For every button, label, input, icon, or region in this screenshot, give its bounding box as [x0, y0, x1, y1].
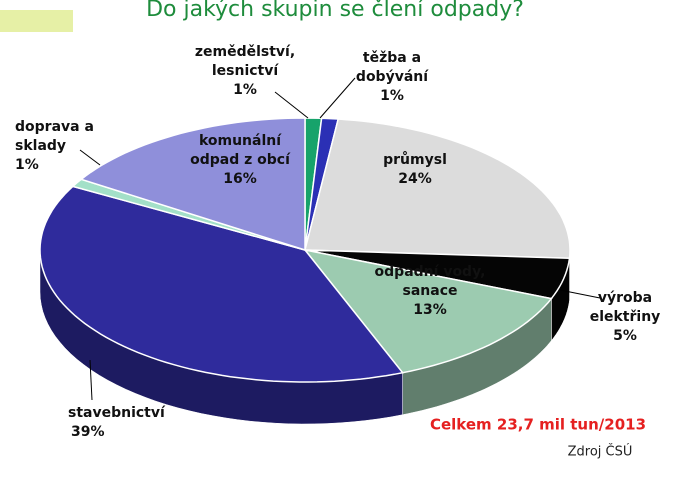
value-label: 39% [71, 424, 105, 440]
value-label: 5% [613, 328, 637, 344]
slice [39, 185, 404, 383]
slice [79, 117, 306, 252]
chart-title: Do jakých skupin se člení odpady? [146, 0, 524, 22]
title-decoration [0, 10, 73, 32]
value-label: 1% [380, 88, 404, 104]
slice [304, 249, 571, 300]
slice-label: průmysl [383, 151, 447, 168]
leader-line [274, 91, 309, 119]
slice-tops [39, 117, 571, 383]
slice-label: výroba elektřiny [590, 290, 661, 325]
slice-label: komunální odpad z obcí [190, 133, 291, 168]
value-label: 13% [413, 302, 447, 318]
value-label: 16% [223, 171, 257, 187]
slice-label: zemědělství, lesnictví [195, 44, 295, 79]
slice-label: stavebnictví [68, 405, 166, 421]
value-label: 1% [233, 82, 257, 98]
value-label: 1% [15, 157, 39, 173]
value-label: 24% [398, 171, 432, 187]
slice-label: doprava a sklady [15, 119, 94, 154]
slice [304, 118, 571, 260]
annotation-source: Zdroj ČSÚ [568, 444, 633, 460]
leader-line [89, 359, 93, 401]
slice-label: odpadní vody, sanace [375, 264, 486, 299]
slice [303, 248, 553, 374]
leader-line [319, 77, 356, 119]
slice-label: těžba a dobývání [356, 50, 429, 85]
leader-line [559, 289, 601, 299]
leader-line [79, 149, 101, 166]
annotation-total: Celkem 23,7 mil tun/2013 [430, 416, 646, 434]
